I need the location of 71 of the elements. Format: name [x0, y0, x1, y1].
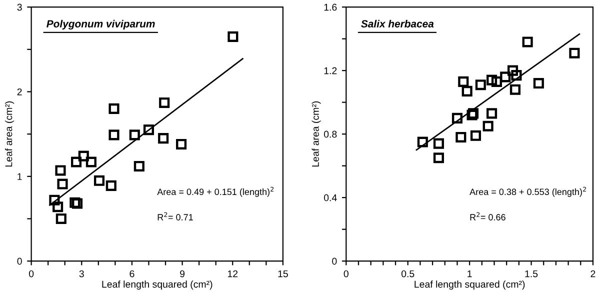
- point: [456, 132, 466, 143]
- point: [56, 213, 66, 224]
- point: [57, 178, 68, 190]
- x-tick-label: 1: [468, 270, 472, 278]
- point: [522, 36, 533, 48]
- x-tick-label: 0: [28, 270, 34, 278]
- point: [510, 84, 520, 95]
- point: [462, 86, 472, 96]
- y-axis-title: Leaf area (cm²): [312, 101, 321, 166]
- point: [70, 197, 80, 208]
- x-tick-label: 0: [344, 270, 348, 278]
- x-tick-label: 9: [180, 270, 185, 278]
- text: Salix herbacea: [361, 20, 434, 28]
- point: [417, 136, 428, 148]
- annotation: R$^{2}$= 0.71: [158, 212, 193, 220]
- point: [134, 160, 144, 172]
- y-tick-label: 1.6: [324, 4, 337, 11]
- point: [569, 48, 580, 58]
- point: [86, 156, 96, 168]
- point: [511, 70, 522, 81]
- y-axis-title: Leaf area (cm²): [5, 101, 14, 166]
- point: [486, 108, 498, 119]
- x-tick-label: 15: [278, 270, 288, 278]
- point: [106, 180, 116, 191]
- y-tick-label: 0.4: [324, 194, 337, 202]
- point: [482, 120, 494, 132]
- x-tick-label: 3: [79, 270, 84, 278]
- x-tick-label: 1.5: [525, 270, 538, 278]
- point: [70, 156, 82, 168]
- point: [176, 138, 187, 150]
- x-tick-label: 2: [590, 270, 596, 278]
- point: [49, 194, 60, 206]
- annotation: Area = 0.49 + 0.151 (length)$^{2}$: [157, 186, 274, 197]
- point: [475, 80, 486, 90]
- point: [533, 78, 544, 89]
- x-tick-label: 6: [130, 270, 134, 278]
- x-axis-title: Leaf length squared (cm²): [414, 280, 525, 290]
- y-tick-label: 0: [332, 258, 337, 265]
- point: [158, 133, 169, 144]
- text: Polygonum viviparum: [46, 20, 155, 30]
- y-tick-label: 2: [17, 88, 22, 96]
- point: [108, 130, 120, 140]
- x-tick-label: 12: [228, 270, 238, 278]
- x-tick-label: 0.5: [401, 270, 414, 278]
- annotation: R$^{2}$= 0.66: [470, 212, 506, 220]
- x-axis-title: Leaf length squared (cm²): [102, 280, 212, 290]
- point: [159, 97, 170, 108]
- point: [433, 138, 444, 149]
- point: [55, 165, 66, 176]
- point: [507, 65, 518, 76]
- point: [52, 202, 64, 212]
- point: [458, 76, 469, 87]
- point: [72, 198, 83, 209]
- point: [486, 74, 498, 86]
- point: [143, 124, 154, 136]
- point: [470, 130, 482, 141]
- point: [228, 31, 238, 42]
- point: [500, 72, 511, 82]
- y-tick-label: 1: [18, 173, 22, 180]
- point: [94, 175, 105, 186]
- y-tick-label: 1.2: [324, 67, 337, 74]
- y-tick-label: 0: [17, 258, 22, 265]
- point: [491, 76, 502, 87]
- y-tick-label: 3: [17, 4, 22, 11]
- point: [108, 103, 120, 114]
- point: [78, 150, 89, 162]
- annotation: Area = 0.38 + 0.553 (length)$^{2}$: [470, 186, 586, 197]
- point: [452, 112, 462, 124]
- y-tick-label: 0.8: [324, 130, 337, 138]
- point: [129, 130, 140, 140]
- point: [433, 152, 444, 164]
